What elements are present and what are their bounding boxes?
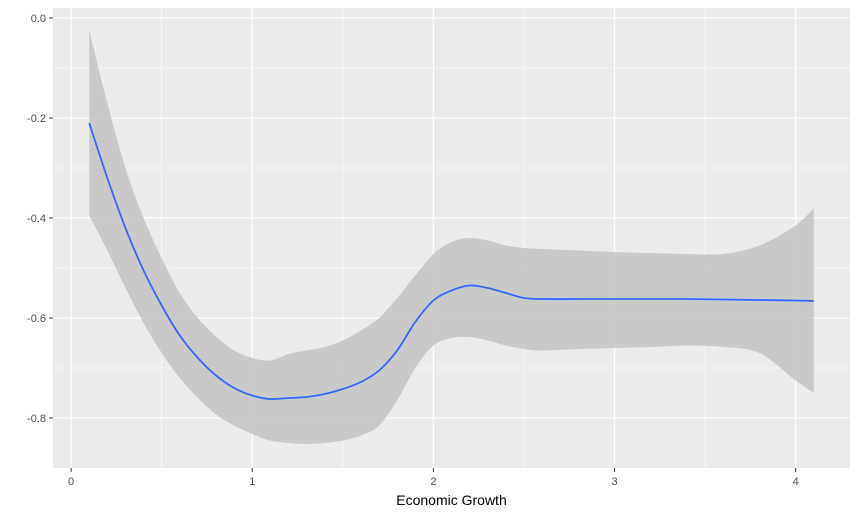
x-tick-label: 2 [430, 476, 436, 488]
x-axis-ticks: 0 1 2 3 4 [68, 468, 799, 488]
confidence-band [89, 30, 814, 444]
x-tick-label: 0 [68, 476, 74, 488]
y-axis-ticks: 0.0 -0.2 -0.4 -0.6 -0.8 [27, 13, 53, 425]
smooth-line [88, 122, 814, 400]
y-tick-label: 0.0 [31, 13, 46, 25]
x-tick-label: 3 [611, 476, 617, 488]
y-tick-label: -0.2 [27, 113, 46, 125]
y-tick-label: -0.6 [27, 313, 46, 325]
y-tick-label: -0.8 [27, 413, 46, 425]
x-tick-label: 4 [793, 476, 799, 488]
y-tick-label: -0.4 [27, 213, 46, 225]
plot-panel [53, 8, 850, 468]
x-axis-title: Economic Growth [396, 492, 506, 508]
x-tick-label: 1 [249, 476, 255, 488]
